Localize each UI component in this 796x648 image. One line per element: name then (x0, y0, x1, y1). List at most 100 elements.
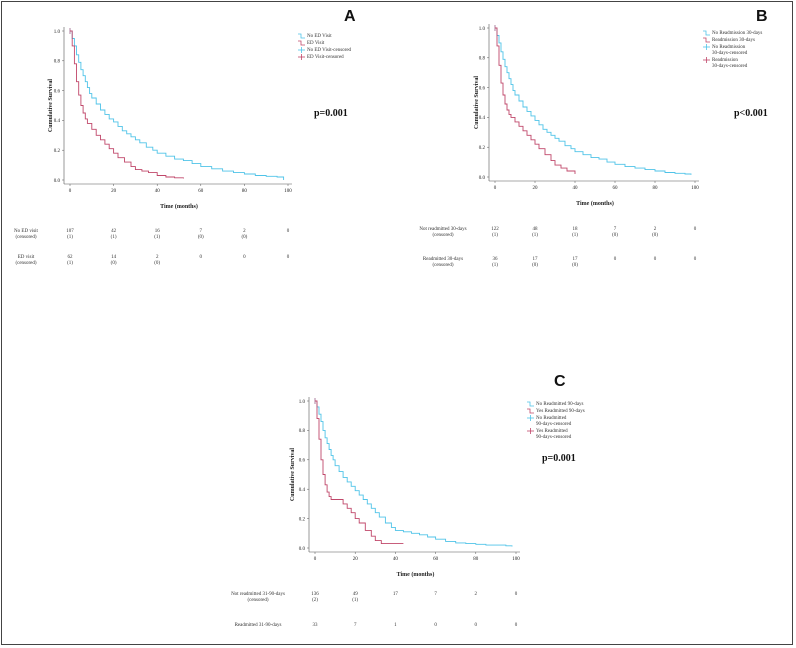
panel-c-risk-cell: 7 (345, 623, 365, 629)
panel-a-risk-censored: (1) (67, 261, 73, 266)
panel-a-risk-censored: (1) (67, 235, 73, 240)
panel-c-legend-label: No Readmitted 90-days (536, 402, 584, 407)
panel-c-x-tick-label: 80 (473, 557, 479, 562)
panel-b-legend-label: Readmission (712, 58, 738, 63)
panel-a-risk-cell: 0 (234, 255, 254, 261)
panel-c-risk-cell: 49 (1) (345, 592, 365, 604)
panel-c-y-tick-label: 0.8 (299, 429, 306, 434)
panel-c-risk-row-label: Readmitted 31-90-days (218, 623, 298, 629)
panel-c-risk-row-label: Not readmitted 31-90-days (censored) (218, 592, 298, 604)
panel-b-risk-row-label: Not readmitted 30-days (censored) (408, 227, 478, 239)
panel-b-y-tick-label: 0.4 (479, 116, 486, 121)
panel-b-p-value: p<0.001 (734, 108, 768, 119)
panel-b-risk-cell: 0 (645, 257, 665, 263)
panel-a-risk-cell: 62 (1) (60, 255, 80, 267)
panel-a-risk-row-sublabel: (censored) (15, 235, 37, 240)
panel-c-risk-cell: 1 (385, 623, 405, 629)
panel-c-risk-count: 136 (311, 592, 319, 597)
panel-c-risk-cell: 0 (466, 623, 486, 629)
panel-c-risk-cell: 2 (466, 592, 486, 598)
panel-b-series-1-curve (495, 27, 692, 175)
panel-a-p-value: p=0.001 (314, 108, 348, 119)
panel-a-risk-count: 0 (286, 255, 290, 260)
panel-b-x-tick-label: 100 (691, 186, 699, 191)
panel-b-risk-count: 48 (532, 227, 538, 232)
panel-b-risk-cell: 17 (0) (525, 257, 545, 269)
panel-a-risk-count: 0 (286, 229, 290, 234)
panel-b-risk-count: 0 (653, 257, 657, 262)
panel-a-series-1-curve (70, 30, 285, 180)
panel-b-series-2-curve (495, 27, 576, 174)
panel-a-risk-count: 0 (199, 255, 203, 260)
panel-c-y-tick-label: 0.4 (299, 488, 306, 493)
panel-b-y-tick-label: 0.0 (479, 176, 486, 181)
panel-c-risk-cell: 0 (506, 592, 526, 598)
panel-b-y-tick-label: 0.8 (479, 57, 486, 62)
panel-a-y-tick-label: 0.6 (54, 89, 61, 94)
panel-b-legend-swatch (703, 30, 710, 36)
panel-b-risk-censored: (0) (612, 233, 618, 238)
panel-c-x-tick-label: 100 (512, 557, 520, 562)
panel-c-y-axis-label: Cumulative Survival (290, 448, 296, 502)
panel-b-risk-row-label: Readmitted 30-days (censored) (408, 257, 478, 269)
panel-a-legend-swatch (298, 33, 305, 39)
panel-c-x-tick-label: 60 (433, 557, 439, 562)
panel-c-legend-label: 90-days-censored (536, 435, 572, 440)
panel-c-risk-row-sublabel: (censored) (247, 598, 269, 603)
panel-a-x-tick-label: 20 (111, 189, 117, 194)
panel-b-risk-cell: 18 (1) (565, 227, 585, 239)
panel-a-risk-cell: 7 (0) (191, 229, 211, 241)
panel-b-x-tick-label: 20 (533, 186, 539, 191)
panel-b-risk-count: 18 (572, 227, 578, 232)
panel-c-risk-censored: (2) (312, 598, 318, 603)
panel-b-x-tick-label: 40 (573, 186, 579, 191)
panel-a-risk-row-label: ED visit (censored) (6, 255, 46, 267)
panel-c-risk-count: 1 (394, 623, 397, 628)
panel-b-legend-label: 30-days-censored (712, 64, 748, 69)
panel-a-risk-count: 42 (111, 229, 117, 234)
panel-c-y-tick-label: 0.2 (299, 517, 306, 522)
panel-b-y-tick-label: 0.6 (479, 86, 486, 91)
panel-b-risk-censored: (1) (532, 233, 538, 238)
panel-c-risk-count: 17 (392, 592, 398, 597)
panel-b-risk-cell: 36 (1) (485, 257, 505, 269)
panel-b-risk-censored: (0) (572, 263, 578, 268)
panel-a-y-tick-label: 0.4 (54, 119, 61, 124)
panel-c-y-tick-label: 0.0 (299, 547, 306, 552)
panel-b-risk-censored: (1) (492, 263, 498, 268)
panel-c-legend-label: Yes Readmitted 90-days (536, 409, 585, 414)
panel-a-risk-censored: (0) (154, 261, 161, 266)
panel-b-risk-row-name: Readmitted 30-days (422, 257, 464, 262)
panel-a-y-tick-label: 0.2 (54, 149, 61, 154)
panel-a-risk-count: 107 (66, 229, 74, 234)
panel-a-risk-count: 2 (243, 229, 246, 234)
panel-c-y-tick-label: 1.0 (299, 400, 306, 405)
panel-a-risk-count: 0 (243, 255, 246, 260)
panel-b-x-tick-label: 60 (613, 186, 619, 191)
panel-a-risk-row-label: No ED visit (censored) (6, 229, 46, 241)
panel-b-risk-row-name: Not readmitted 30-days (419, 227, 467, 232)
panel-a-risk-cell: 107 (1) (60, 229, 80, 241)
panel-c-legend-label: No Readmitted (536, 416, 567, 421)
panel-c-risk-cell: 17 (385, 592, 405, 598)
panel-c-legend-swatch (527, 408, 534, 414)
panel-b-x-axis-label: Time (months) (576, 200, 614, 207)
panel-c-x-tick-label: 20 (353, 557, 359, 562)
panel-b-risk-count: 0 (693, 257, 697, 262)
panel-a-letter: A (344, 8, 356, 25)
panel-b-legend-swatch (703, 37, 710, 43)
panel-a-risk-cell: 42 (1) (104, 229, 124, 241)
panel-a-risk-count: 16 (154, 229, 160, 234)
panel-b-risk-count: 17 (572, 257, 578, 262)
panel-c-risk-cell: 0 (426, 623, 446, 629)
panel-a-legend-label: ED Visit-censored (307, 55, 344, 60)
panel-c-risk-count: 49 (352, 592, 358, 597)
panel-a-risk-cell: 2 (0) (234, 229, 254, 241)
panel-b-risk-cell: 0 (685, 257, 705, 263)
panel-c-series-1-curve (315, 400, 513, 547)
panel-b-risk-cell: 2 (0) (645, 227, 665, 239)
panel-c-risk-count: 7 (434, 592, 437, 597)
panel-a-risk-censored: (0) (197, 235, 204, 240)
